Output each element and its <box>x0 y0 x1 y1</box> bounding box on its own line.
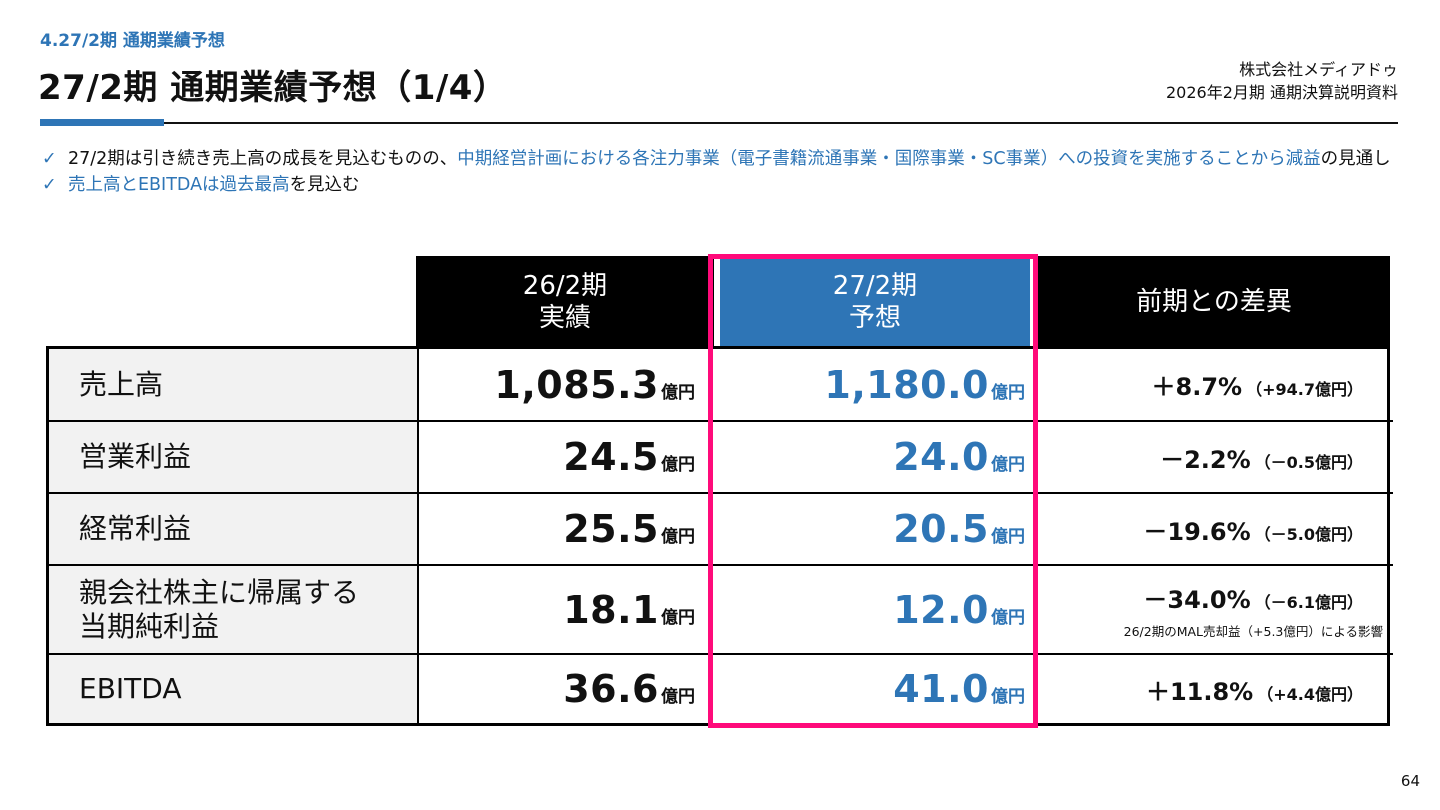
row-label: 売上高 <box>49 349 419 420</box>
forecast-highlight-frame <box>708 254 1038 728</box>
unit-label: 億円 <box>661 607 695 628</box>
diff-line: ＋8.7% （+94.7億円） <box>1152 367 1363 402</box>
forecast-number: 20.5 <box>893 507 989 551</box>
diff-amount: （+4.4億円） <box>1257 684 1363 704</box>
forecast-number: 1,180.0 <box>824 362 989 407</box>
header-forecast-type: 予想 <box>848 303 901 333</box>
title-rule <box>40 122 1398 124</box>
table-row: EBITDA 36.6 億円 41.0 億円 ＋11.8% （+4.4億円） <box>49 655 1393 723</box>
actual-number: 1,085.3 <box>494 362 659 407</box>
bullet-text: の見通し <box>1320 149 1391 169</box>
company-name: 株式会社メディアドゥ <box>1239 60 1398 79</box>
unit-label: 億円 <box>991 527 1025 547</box>
header-diff-label: 前期との差異 <box>1136 287 1292 317</box>
row-label: 営業利益 <box>49 422 419 492</box>
diff-amount: （+94.7億円） <box>1246 380 1363 399</box>
diff-line: ＋11.8% （+4.4億円） <box>1146 672 1363 707</box>
bullet-text: 27/2期は引き続き売上高の成長を見込むものの、 <box>68 149 458 169</box>
check-icon: ✓ <box>42 175 57 195</box>
table-row: 営業利益 24.5 億円 24.0 億円 －2.2% （－0.5億円） <box>49 422 1393 494</box>
header-actual: 26/2期 実績 <box>416 256 714 348</box>
actual-number: 36.6 <box>563 667 659 711</box>
diff-value: －34.0% （－6.1億円） 26/2期のMAL売却益（+5.3億円）による影響 <box>1041 566 1393 653</box>
diff-amount: （－0.5億円） <box>1254 452 1363 472</box>
bullet-highlight: 中期経営計画における各注力事業（電子書籍流通事業・国際事業・SC事業）への投資を… <box>457 149 1321 169</box>
diff-percent: ＋11.8% <box>1145 677 1254 706</box>
forecast-number: 41.0 <box>893 667 989 711</box>
actual-value: 24.5 億円 <box>419 435 715 479</box>
row-label: EBITDA <box>49 655 419 723</box>
table-row: 売上高 1,085.3 億円 1,180.0 億円 ＋8.7% （+94.7億円） <box>49 349 1393 422</box>
diff-percent: －2.2% <box>1160 445 1251 474</box>
diff-amount: （－5.0億円） <box>1254 524 1363 544</box>
unit-label: 億円 <box>661 527 695 547</box>
forecast-value: 20.5 億円 <box>715 507 1041 551</box>
actual-number: 18.1 <box>563 587 659 632</box>
diff-percent: ＋8.7% <box>1151 373 1243 401</box>
diff-note: 26/2期のMAL売却益（+5.3億円）による影響 <box>1123 623 1383 639</box>
unit-label: 億円 <box>661 687 695 707</box>
row-label-text: 営業利益 <box>79 440 192 473</box>
row-label-text: EBITDA <box>79 672 182 705</box>
table-row: 親会社株主に帰属する 当期純利益 18.1 億円 12.0 億円 －34.0% （－6… <box>49 566 1393 655</box>
document-name: 2026年2月期 通期決算説明資料 <box>1166 83 1398 102</box>
diff-percent: －34.0% <box>1143 585 1251 614</box>
unit-label: 億円 <box>661 455 695 475</box>
page-number: 64 <box>1400 772 1420 790</box>
diff-line: －2.2% （－0.5億円） <box>1160 440 1363 475</box>
header-diff: 前期との差異 <box>1038 256 1390 348</box>
row-label-text: 経常利益 <box>79 512 192 545</box>
unit-label: 億円 <box>661 382 695 403</box>
table-row: 経常利益 25.5 億円 20.5 億円 －19.6% （－5.0億円） <box>49 494 1393 566</box>
row-label-text: 親会社株主に帰属する <box>79 575 360 609</box>
check-icon: ✓ <box>42 149 57 169</box>
actual-number: 24.5 <box>563 435 659 479</box>
company-info: 株式会社メディアドゥ 2026年2月期 通期決算説明資料 <box>1166 58 1398 104</box>
title-rule-accent <box>40 119 164 126</box>
header-forecast: 27/2期 予想 <box>720 256 1030 348</box>
diff-percent: －19.6% <box>1143 517 1251 546</box>
unit-label: 億円 <box>991 687 1025 707</box>
unit-label: 億円 <box>991 607 1025 628</box>
bullet-highlight: 売上高とEBITDAは過去最高 <box>68 175 290 195</box>
diff-line: －34.0% （－6.1億円） <box>1143 580 1363 615</box>
row-label: 経常利益 <box>49 494 419 564</box>
diff-value: －2.2% （－0.5億円） <box>1041 422 1393 492</box>
bullet-item: ✓ 27/2期は引き続き売上高の成長を見込むものの、中期経営計画における各注力事… <box>40 146 1410 172</box>
bullet-item: ✓ 売上高とEBITDAは過去最高を見込む <box>40 172 1410 198</box>
diff-value: ＋8.7% （+94.7億円） <box>1041 349 1393 420</box>
diff-value: －19.6% （－5.0億円） <box>1041 494 1393 564</box>
diff-value: ＋11.8% （+4.4億円） <box>1041 655 1393 723</box>
section-label: 4.27/2期 通期業績予想 <box>40 31 225 51</box>
actual-value: 25.5 億円 <box>419 507 715 551</box>
forecast-number: 24.0 <box>893 435 989 479</box>
row-label-text: 当期純利益 <box>79 609 220 643</box>
header-actual-type: 実績 <box>538 303 591 333</box>
diff-line: －19.6% （－5.0億円） <box>1143 512 1363 547</box>
header-forecast-period: 27/2期 <box>832 271 918 301</box>
forecast-value: 41.0 億円 <box>715 667 1041 711</box>
row-label-text: 売上高 <box>79 367 164 401</box>
unit-label: 億円 <box>991 382 1025 403</box>
bullet-text: を見込む <box>289 175 360 195</box>
forecast-value: 24.0 億円 <box>715 435 1041 479</box>
forecast-number: 12.0 <box>893 587 989 632</box>
row-label: 親会社株主に帰属する 当期純利益 <box>49 566 419 653</box>
bullet-list: ✓ 27/2期は引き続き売上高の成長を見込むものの、中期経営計画における各注力事… <box>40 146 1410 198</box>
actual-value: 36.6 億円 <box>419 667 715 711</box>
table-body: 売上高 1,085.3 億円 1,180.0 億円 ＋8.7% （+94.7億円） 営… <box>46 346 1393 726</box>
unit-label: 億円 <box>991 455 1025 475</box>
header-actual-period: 26/2期 <box>522 271 608 301</box>
page-title: 27/2期 通期業績予想（1/4） <box>38 68 508 108</box>
forecast-value: 1,180.0 億円 <box>715 363 1041 407</box>
actual-value: 18.1 億円 <box>419 588 715 632</box>
actual-number: 25.5 <box>563 507 659 551</box>
forecast-value: 12.0 億円 <box>715 588 1041 632</box>
actual-value: 1,085.3 億円 <box>419 363 715 407</box>
diff-amount: （－6.1億円） <box>1254 592 1363 612</box>
